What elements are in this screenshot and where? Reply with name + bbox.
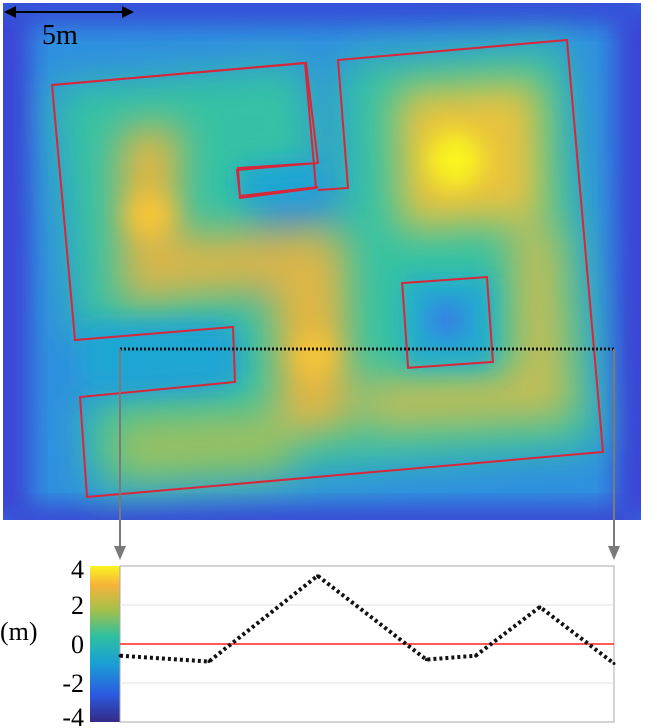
profile-point (316, 574, 320, 578)
profile-point (207, 660, 211, 664)
y-tick-label: 2 (71, 591, 84, 620)
y-tick-label: 0 (71, 630, 84, 659)
boundary-main (50, 38, 605, 499)
colorbar (90, 566, 120, 722)
y-tick-label: 4 (71, 555, 84, 584)
y-tick-label: -4 (62, 703, 84, 728)
profile-point (424, 658, 428, 662)
scale-bar-label: 5m (42, 20, 78, 51)
section-connectors (114, 349, 620, 560)
profile-points (118, 574, 616, 665)
boundary-inner-square (401, 276, 494, 369)
y-tick-labels: 4 2 0 -2 -4 (62, 555, 84, 728)
scale-bar-right-arrow-icon (122, 6, 134, 18)
profile-point (612, 662, 616, 665)
connector-right-arrow-icon (608, 546, 620, 560)
scale-bar: 5m (4, 6, 134, 51)
scale-bar-left-arrow-icon (4, 6, 16, 18)
profile-chart: 4 2 0 -2 -4 (m) (0, 555, 616, 728)
field-edge-bottom (3, 505, 641, 520)
profile-point (118, 654, 122, 658)
field-edge-left (3, 3, 30, 520)
field-edge-top (3, 3, 641, 25)
profile-point (538, 605, 542, 609)
y-axis-label: (m) (0, 617, 38, 646)
profile-point (474, 654, 478, 658)
field-low-spot (429, 302, 465, 338)
field-hotspots (128, 132, 483, 375)
field-edge-right (615, 3, 641, 520)
distance-field-map (3, 3, 641, 520)
y-tick-label: -2 (62, 669, 84, 698)
connector-left-arrow-icon (114, 546, 126, 560)
